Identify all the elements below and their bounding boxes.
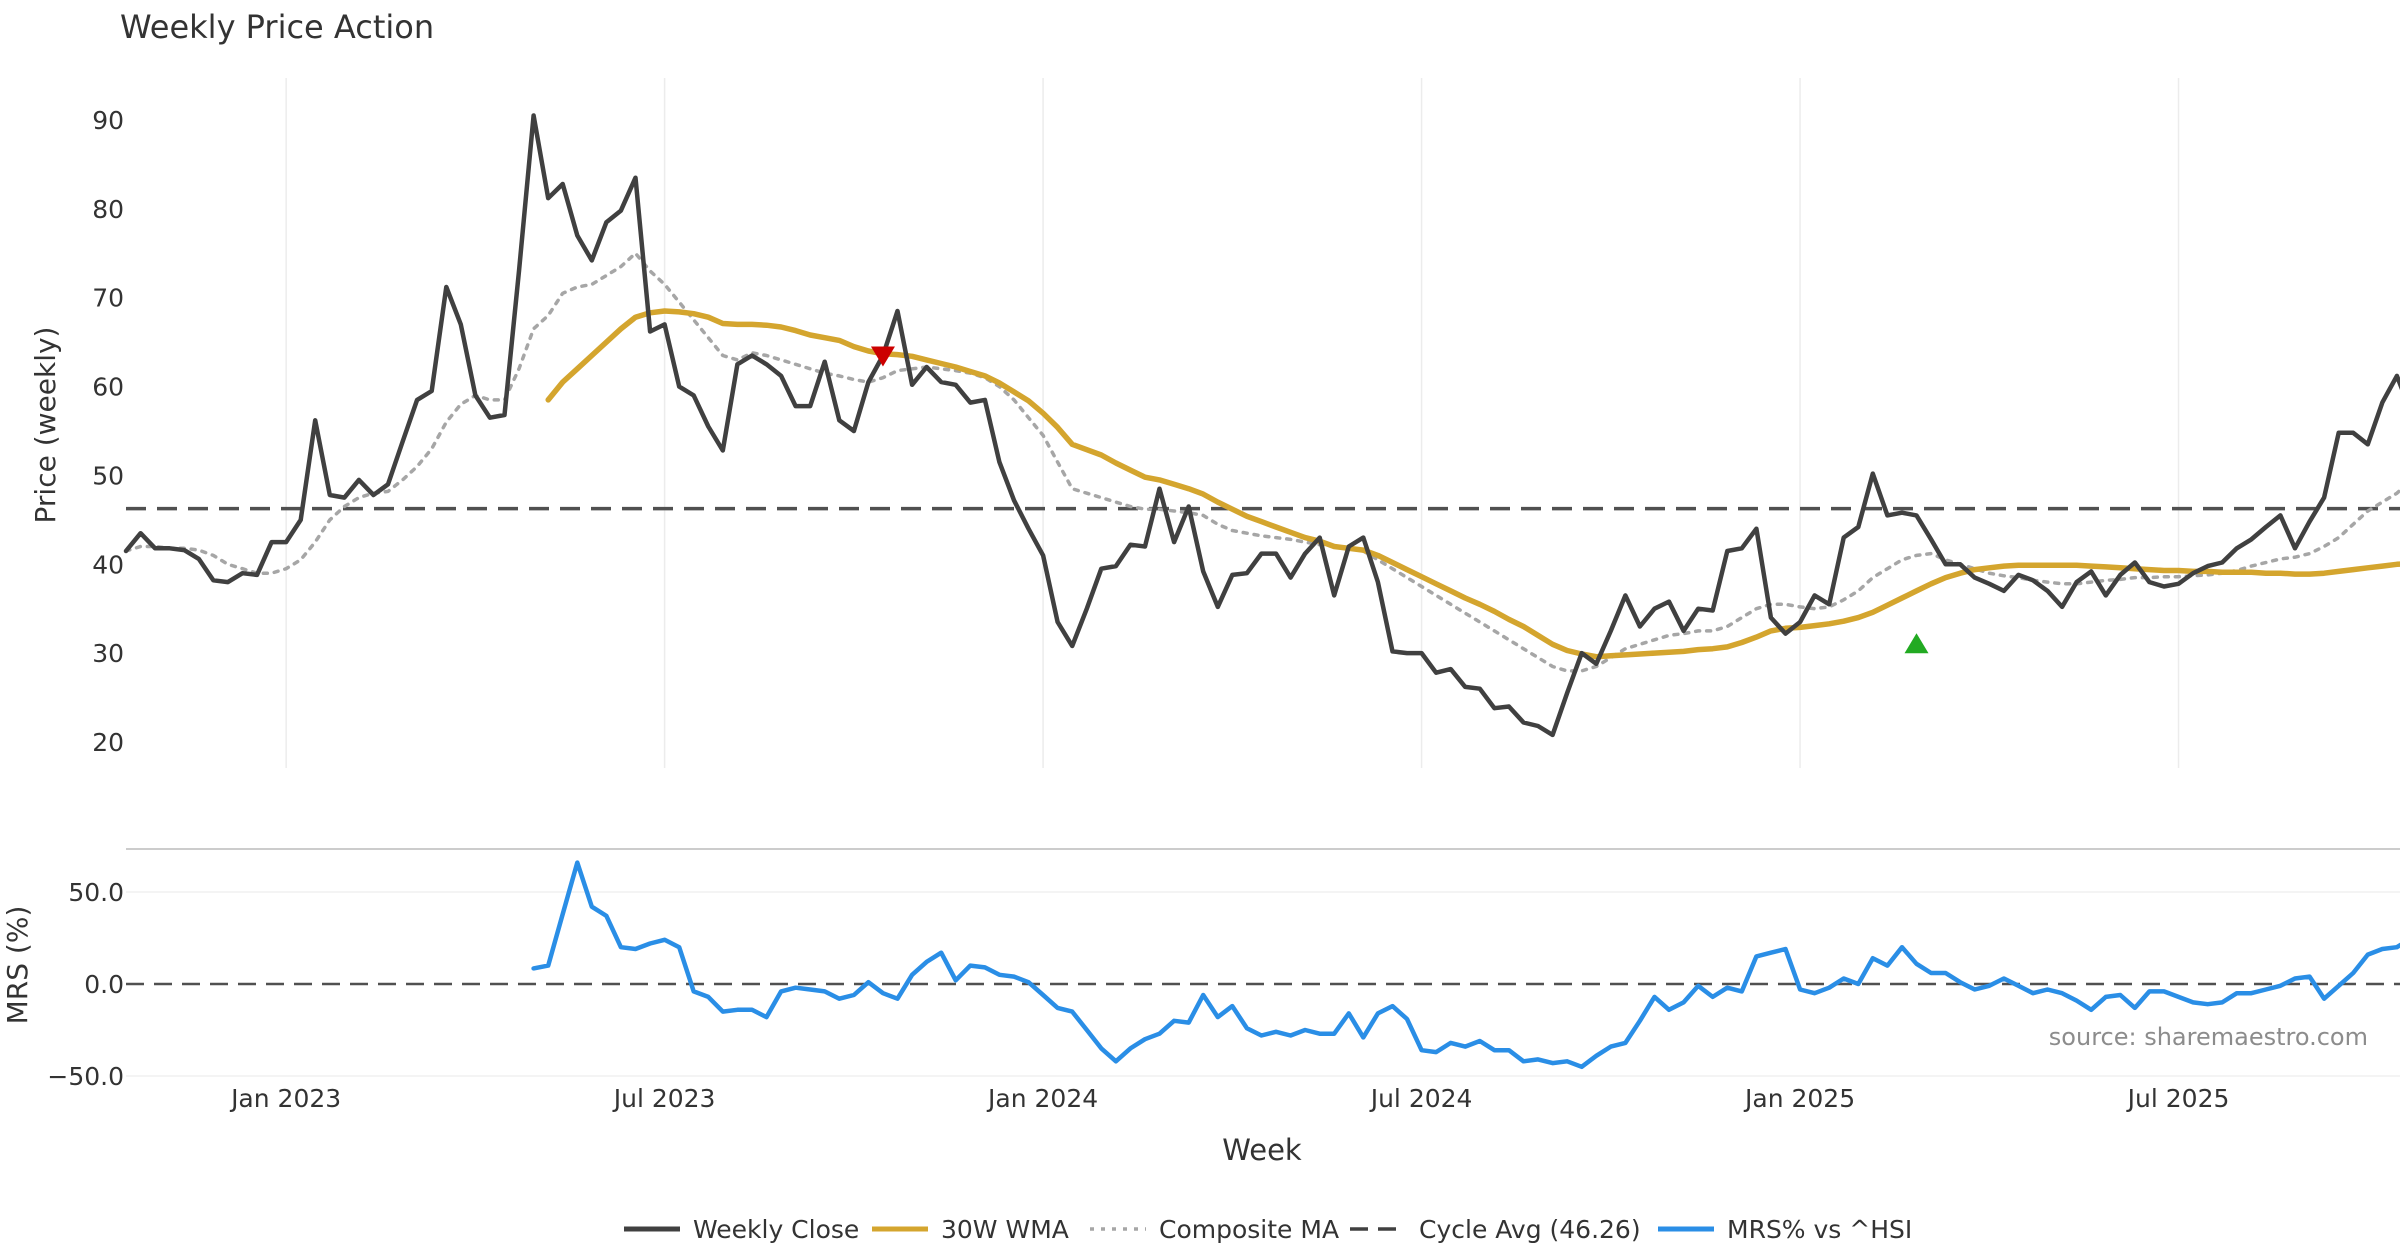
legend: Weekly Close 30W WMA Composite MA Cycle Avg… [624,1215,1912,1244]
reference-lines [126,506,2400,986]
price-y-tick-label: 70 [92,284,124,313]
mrs-axis-label: MRS (%) [1,906,34,1025]
source-annotation: source: sharemaestro.com [2049,1023,2368,1051]
legend-label: MRS% vs ^HSI [1727,1215,1912,1244]
x-tick-label: Jul 2024 [1369,1084,1473,1113]
legend-label: Composite MA [1159,1215,1339,1244]
mrs-y-tick-label: 50.0 [68,878,124,907]
price-y-tick-label: 80 [92,195,124,224]
price-y-tick-label: 30 [92,639,124,668]
legend-item: Cycle Avg (46.26) [1350,1215,1641,1244]
x-tick-label: Jan 2023 [229,1084,341,1113]
chart-title: Weekly Price Action [120,8,434,46]
mrs-y-tick-label: 0.0 [84,970,124,999]
legend-label: Cycle Avg (46.26) [1419,1215,1641,1244]
axis-layer: 20 30 40 50 60 70 80 90 50.0 0.0 −50.0 Jan 2023 Jul … [47,106,2229,1113]
sell-signal-marker [870,346,895,367]
legend-item: MRS% vs ^HSI [1658,1215,1912,1244]
mrs-y-tick-label: −50.0 [47,1062,124,1091]
legend-label: 30W WMA [941,1215,1069,1244]
series-weekly-close [123,113,2400,738]
legend-item: 30W WMA [872,1215,1069,1244]
x-axis-label: Week [1222,1133,1302,1167]
price-axis-label: Price (weekly) [29,327,62,524]
price-y-tick-label: 90 [92,106,124,135]
series-mrs-vs-hsi [531,860,2400,1070]
series-layer [123,113,2400,1070]
grid-layer [126,78,2400,1077]
price-y-tick-label: 20 [92,728,124,757]
price-y-tick-label: 40 [92,550,124,579]
x-tick-label: Jan 2025 [1743,1084,1855,1113]
price-y-tick-label: 50 [92,461,124,490]
x-tick-label: Jul 2023 [612,1084,716,1113]
legend-item: Weekly Close [624,1215,859,1244]
x-tick-label: Jan 2024 [986,1084,1098,1113]
buy-signal-marker [1904,633,1929,654]
price-y-tick-label: 60 [92,373,124,402]
series-composite-ma [124,251,2400,673]
legend-label: Weekly Close [693,1215,859,1244]
x-tick-label: Jul 2025 [2126,1084,2230,1113]
legend-item: Composite MA [1090,1215,1339,1244]
